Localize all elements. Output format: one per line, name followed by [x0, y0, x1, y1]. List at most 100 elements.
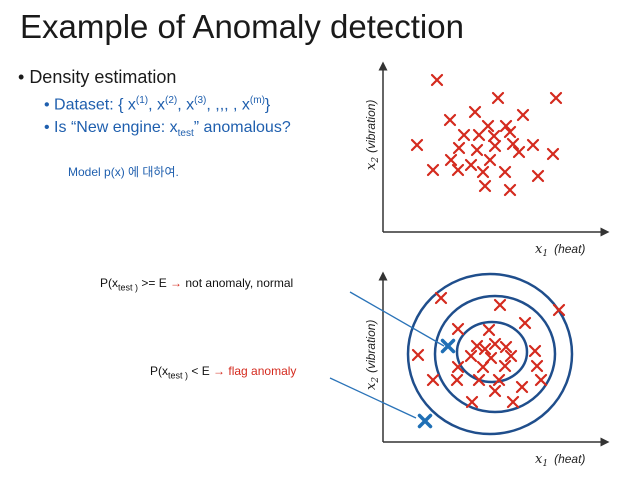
data-point-icon	[534, 373, 548, 387]
data-point-icon	[503, 125, 517, 139]
pointer-flag	[329, 377, 417, 419]
arrow-right-icon: →	[170, 276, 183, 290]
label-normal: P(xtest ) >= E → not anomaly, normal	[100, 276, 293, 292]
data-point-icon	[443, 113, 457, 127]
y-axis-label: x2(vibration)	[364, 100, 381, 170]
data-point-icon	[410, 138, 424, 152]
test-point-anomaly-icon	[417, 413, 433, 429]
arrow-right-icon: →	[213, 364, 226, 378]
contour-middle	[433, 294, 557, 414]
test-point-normal-icon	[440, 338, 456, 354]
data-point-icon	[472, 373, 486, 387]
label-flag: P(xtest ) < E → flag anomaly	[150, 364, 296, 380]
bullet-question: • Is “New engine: xtest” anomalous?	[44, 119, 291, 140]
data-point-icon	[476, 360, 490, 374]
data-point-icon	[492, 373, 506, 387]
label-normal-prefix: P(x	[100, 276, 118, 290]
data-point-icon	[528, 344, 542, 358]
data-point-icon	[430, 73, 444, 87]
data-point-icon	[472, 128, 486, 142]
bullet-density-text: Density estimation	[29, 67, 177, 87]
data-point-icon	[512, 145, 526, 159]
data-point-icon	[452, 141, 466, 155]
data-point-icon	[457, 128, 471, 142]
contour-inner	[455, 320, 529, 384]
y-axis-label-bottom: x2(vibration)	[364, 320, 381, 390]
dataset-sup-m: (m)	[249, 95, 265, 106]
bullet-dataset: • Dataset: { x(1), x(2), x(3), ,,, , x(m…	[44, 95, 271, 114]
question-prefix: Is “New engine: x	[54, 119, 178, 136]
label-normal-text: not anomaly, normal	[182, 276, 294, 290]
data-point-icon	[465, 395, 479, 409]
label-flag-text: flag anomaly	[225, 364, 297, 378]
x-axis-label-bottom: x1 (heat)	[535, 452, 585, 469]
data-point-icon	[464, 349, 478, 363]
data-point-icon	[491, 91, 505, 105]
bullet-density: • Density estimation	[18, 67, 177, 87]
data-point-icon	[464, 158, 478, 172]
pointer-normal	[349, 291, 445, 347]
data-point-icon	[549, 91, 563, 105]
data-point-icon	[487, 129, 501, 143]
question-sub: test	[177, 128, 194, 140]
data-point-icon	[488, 337, 502, 351]
data-point-icon	[478, 179, 492, 193]
data-point-icon	[470, 143, 484, 157]
data-point-icon	[434, 291, 448, 305]
data-point-icon	[498, 359, 512, 373]
model-note: Model p(x) 에 대하여.	[68, 165, 179, 179]
dataset-sup-1: (1)	[135, 95, 149, 106]
data-point-icon	[468, 105, 482, 119]
data-point-icon	[488, 384, 502, 398]
data-point-icon	[426, 163, 440, 177]
data-point-icon	[483, 153, 497, 167]
label-normal-sub: test )	[118, 282, 139, 293]
data-points-top	[410, 73, 563, 197]
data-point-icon	[450, 373, 464, 387]
question-suffix: ” anomalous?	[193, 119, 291, 136]
data-point-icon	[476, 165, 490, 179]
data-point-icon	[526, 138, 540, 152]
data-point-icon	[451, 163, 465, 177]
data-point-icon	[482, 323, 496, 337]
contour-plot-bottom: x1 (heat) x2(vibration)	[364, 271, 610, 469]
dataset-sep-2: ,	[177, 96, 187, 114]
data-point-icon	[518, 316, 532, 330]
dataset-sup-3: (3)	[194, 95, 207, 106]
label-normal-op: >= E	[138, 276, 171, 290]
data-point-icon	[531, 169, 545, 183]
data-point-icon	[451, 322, 465, 336]
scatter-plot-top: x1 (heat) x2(vibration)	[364, 61, 610, 259]
slide-title: Example of Anomaly detection	[20, 8, 464, 45]
data-point-icon	[504, 349, 518, 363]
data-point-icon	[451, 360, 465, 374]
label-flag-sub: test )	[168, 370, 189, 381]
dataset-dots: , ,,, , x	[206, 96, 250, 114]
x-axis-label: x1 (heat)	[535, 242, 585, 259]
data-point-icon	[506, 395, 520, 409]
data-point-icon	[488, 139, 502, 153]
label-flag-op: < E	[188, 364, 214, 378]
data-point-icon	[499, 340, 513, 354]
data-point-icon	[498, 165, 512, 179]
data-point-icon	[499, 119, 513, 133]
data-point-icon	[516, 108, 530, 122]
data-point-icon	[478, 342, 492, 356]
data-point-icon	[426, 373, 440, 387]
data-point-icon	[444, 153, 458, 167]
data-point-icon	[530, 359, 544, 373]
dataset-sep-1: ,	[148, 96, 157, 114]
dataset-prefix: Dataset: { x	[54, 96, 136, 114]
data-point-icon	[552, 303, 566, 317]
data-point-icon	[546, 147, 560, 161]
data-points-bottom	[411, 291, 566, 429]
dataset-close: }	[264, 96, 271, 114]
dataset-sup-2: (2)	[165, 95, 178, 106]
data-point-icon	[470, 339, 484, 353]
data-point-icon	[515, 380, 529, 394]
contour-outer	[406, 272, 574, 436]
data-point-icon	[493, 298, 507, 312]
data-point-icon	[506, 137, 520, 151]
data-point-icon	[411, 348, 425, 362]
